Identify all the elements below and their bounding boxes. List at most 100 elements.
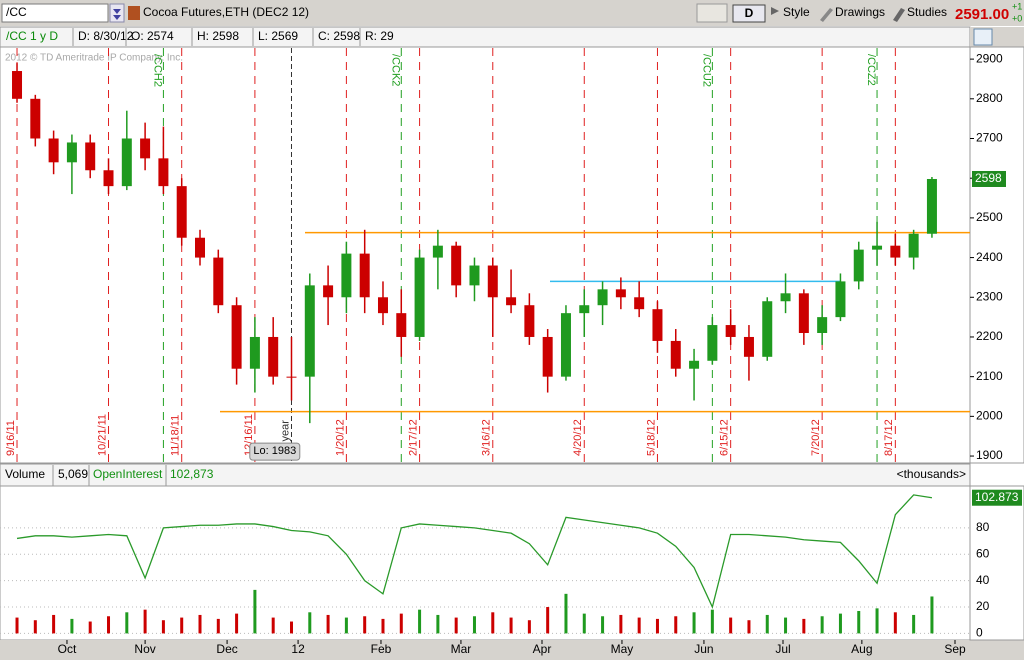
volume-title: Volume [5, 467, 45, 481]
y-tick-label: 2200 [976, 329, 1003, 343]
volume-bar [472, 616, 476, 634]
volume-bar [216, 618, 220, 634]
marker-label: 3/16/12 [481, 419, 493, 456]
volume-bar [107, 616, 111, 634]
x-tick-label: Feb [371, 642, 392, 656]
volume-bar [546, 607, 550, 634]
x-tick-label: May [611, 642, 634, 656]
style-button[interactable]: Style [783, 5, 810, 19]
candle-body [359, 253, 370, 298]
corner-button[interactable] [973, 28, 993, 46]
y-tick-label: 20 [976, 599, 990, 613]
candle-body [542, 336, 553, 377]
volume-bar [912, 614, 916, 634]
y-tick-label: 2900 [976, 51, 1003, 65]
marker-label: 7/20/12 [810, 419, 822, 456]
candle-body [853, 249, 864, 282]
y-tick-label: 2400 [976, 250, 1003, 264]
change-bottom: +0 [1012, 13, 1022, 23]
period-button[interactable] [732, 4, 766, 23]
candle-body [12, 71, 23, 99]
volume-bar [436, 614, 440, 634]
volume-bar [33, 620, 37, 634]
volume-bar [143, 609, 147, 634]
marker-label: 5/18/12 [645, 419, 657, 456]
candle-body [85, 142, 96, 171]
candle-body [341, 253, 352, 298]
candle-body [890, 245, 901, 258]
volume-bar [692, 612, 696, 634]
oi-tag [972, 489, 1022, 506]
x-tick-label: Aug [851, 642, 872, 656]
marker-label: 8/17/12 [883, 419, 895, 456]
candle-body [725, 325, 736, 337]
candle-body [579, 305, 590, 314]
marker-label: /CCH2 [151, 54, 163, 87]
description: Cocoa Futures,ETH (DEC2 12) [143, 5, 309, 19]
low-callout: Lo: 1983 [253, 445, 296, 457]
candle-body [615, 289, 626, 298]
volume-bar [271, 617, 275, 634]
candle-body [835, 281, 846, 318]
volume-bar [930, 596, 934, 634]
candle-body [670, 340, 681, 369]
product-icon [128, 6, 140, 20]
volume-bar [399, 613, 403, 634]
x-tick-label: Dec [216, 642, 237, 656]
y-tick-label: 2100 [976, 369, 1003, 383]
volume-axis [969, 485, 1024, 641]
dropdown-icon [113, 9, 121, 20]
watermark: 2012 © TD Ameritrade IP Company, Inc. [5, 53, 183, 64]
symbol-box[interactable] [1, 3, 109, 23]
x-tick-label: Apr [533, 642, 552, 656]
x-tick-label: Oct [58, 642, 77, 656]
volume-bar [15, 617, 19, 634]
info-item: L: 2569 [258, 29, 298, 43]
volume-bar [674, 616, 678, 634]
marker-label: 11/18/11 [170, 415, 182, 456]
volume-bar [619, 614, 623, 634]
change-top: +1 [1012, 1, 1022, 11]
candle-body [652, 309, 663, 341]
volume-bar [838, 613, 842, 634]
candle-body [597, 289, 608, 306]
candle-body [506, 297, 517, 306]
last-price-label: 2598 [975, 171, 1002, 185]
y-tick-label: 60 [976, 546, 990, 560]
candle-body [103, 170, 114, 187]
period[interactable]: D [745, 6, 754, 20]
volume-bar [454, 617, 458, 634]
studies-button[interactable]: Studies [907, 5, 947, 19]
marker-label: 6/15/12 [719, 419, 731, 456]
volume-bar [637, 617, 641, 634]
drawings-button[interactable]: Drawings [835, 5, 885, 19]
candle-body [48, 138, 59, 163]
volume-bar [509, 617, 513, 634]
volume-bar [418, 609, 422, 634]
symbol[interactable]: /CC [6, 5, 27, 19]
marker-label: /CCZ2 [865, 54, 877, 86]
open-interest-line [16, 494, 933, 609]
y-tick-label: 40 [976, 573, 990, 587]
oi-value: 102,873 [170, 467, 214, 481]
candle-body [140, 138, 151, 159]
marker-label: 4/20/12 [572, 419, 584, 456]
candle-body [872, 245, 883, 250]
volume-bar [253, 589, 257, 634]
candle-body [487, 265, 498, 298]
x-tick-label: Jun [694, 642, 713, 656]
volume-bar [527, 620, 531, 634]
candle-body [231, 305, 242, 369]
candle-body [249, 336, 260, 369]
candle-body [908, 233, 919, 258]
x-axis-strip [0, 640, 1024, 660]
volume-bar [70, 618, 74, 634]
tool-button[interactable] [696, 3, 728, 23]
volume-bar [198, 614, 202, 634]
volume-value: 5,069 [58, 467, 88, 481]
last-price-tag [972, 170, 1006, 187]
candle-body [158, 158, 169, 187]
oi-title: OpenInterest [93, 467, 163, 481]
candle-body [396, 313, 407, 337]
